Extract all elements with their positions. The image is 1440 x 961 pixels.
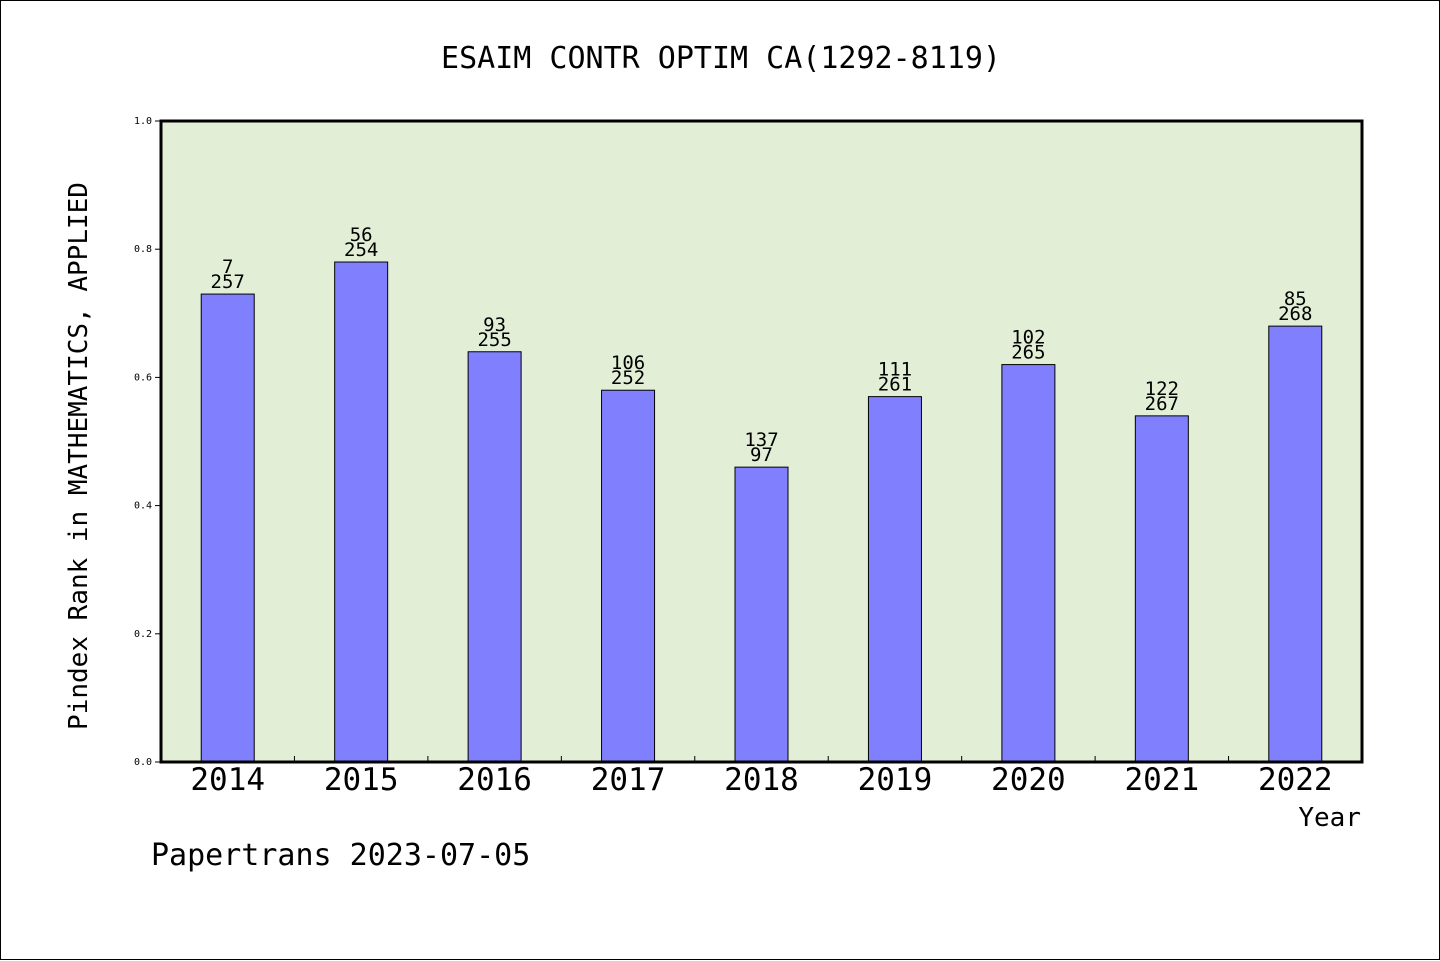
data-label-total: 254	[344, 239, 378, 261]
bar-2018	[734, 466, 789, 763]
x-tick-label: 2016	[457, 762, 532, 798]
y-axis: 0.0 0.2 0.4 0.6 0.8 1.0	[134, 116, 161, 768]
data-label-total: 257	[211, 271, 245, 293]
data-label-rank: 56	[350, 224, 373, 246]
data-label-rank: 85	[1284, 288, 1307, 310]
data-label-rank: 137	[744, 429, 778, 451]
data-label-rank: 111	[878, 359, 912, 381]
data-label-total: 267	[1145, 393, 1179, 415]
bar-2019	[867, 396, 922, 763]
data-label-rank: 7	[222, 256, 233, 278]
data-label-total: 265	[1011, 342, 1045, 364]
y-tick-label: 0.4	[134, 501, 152, 512]
bar-2020	[1001, 364, 1056, 763]
bar-2022	[1268, 325, 1323, 763]
bar-2015	[334, 261, 389, 763]
x-tick-label: 2017	[591, 762, 666, 798]
data-label-rank: 106	[611, 352, 645, 374]
bars-layer	[200, 261, 1323, 763]
x-axis-label: Year	[1298, 803, 1361, 833]
x-tick-label: 2018	[724, 762, 799, 798]
x-tick-label: 2022	[1258, 762, 1333, 798]
x-tick-label: 2015	[324, 762, 399, 798]
x-tick-label: 2020	[991, 762, 1066, 798]
x-tick-label: 2021	[1125, 762, 1200, 798]
data-label-rank: 102	[1011, 327, 1045, 349]
data-label-total: 252	[611, 367, 645, 389]
y-tick-label: 0.6	[134, 372, 152, 383]
y-tick-label: 1.0	[134, 116, 152, 127]
plot-border	[159, 119, 1364, 764]
bar-2014	[200, 293, 255, 763]
y-tick-label: 0.8	[134, 244, 152, 255]
bar-2016	[467, 351, 522, 763]
data-label-total: 255	[477, 329, 511, 351]
x-axis: 2014 2015 2016 2017 2018 2019 2020 2021 2022	[190, 756, 1333, 798]
x-tick-label: 2019	[858, 762, 933, 798]
data-label-total: 268	[1278, 303, 1312, 325]
bar-2021	[1134, 415, 1189, 763]
data-label-rank: 93	[483, 314, 506, 336]
chart-title: ESAIM CONTR OPTIM CA(1292-8119)	[441, 41, 1001, 76]
data-label-total: 261	[878, 374, 912, 396]
y-tick-label: 0.0	[134, 757, 152, 768]
footer-credit: Papertrans 2023-07-05	[151, 838, 530, 873]
bar-2017	[601, 389, 656, 763]
y-axis-label: Pindex Rank in MATHEMATICS, APPLIED	[64, 182, 94, 730]
y-tick-label: 0.2	[134, 629, 152, 640]
data-label-rank: 122	[1145, 378, 1179, 400]
x-tick-label: 2014	[190, 762, 265, 798]
data-label-total: 97	[750, 444, 773, 466]
